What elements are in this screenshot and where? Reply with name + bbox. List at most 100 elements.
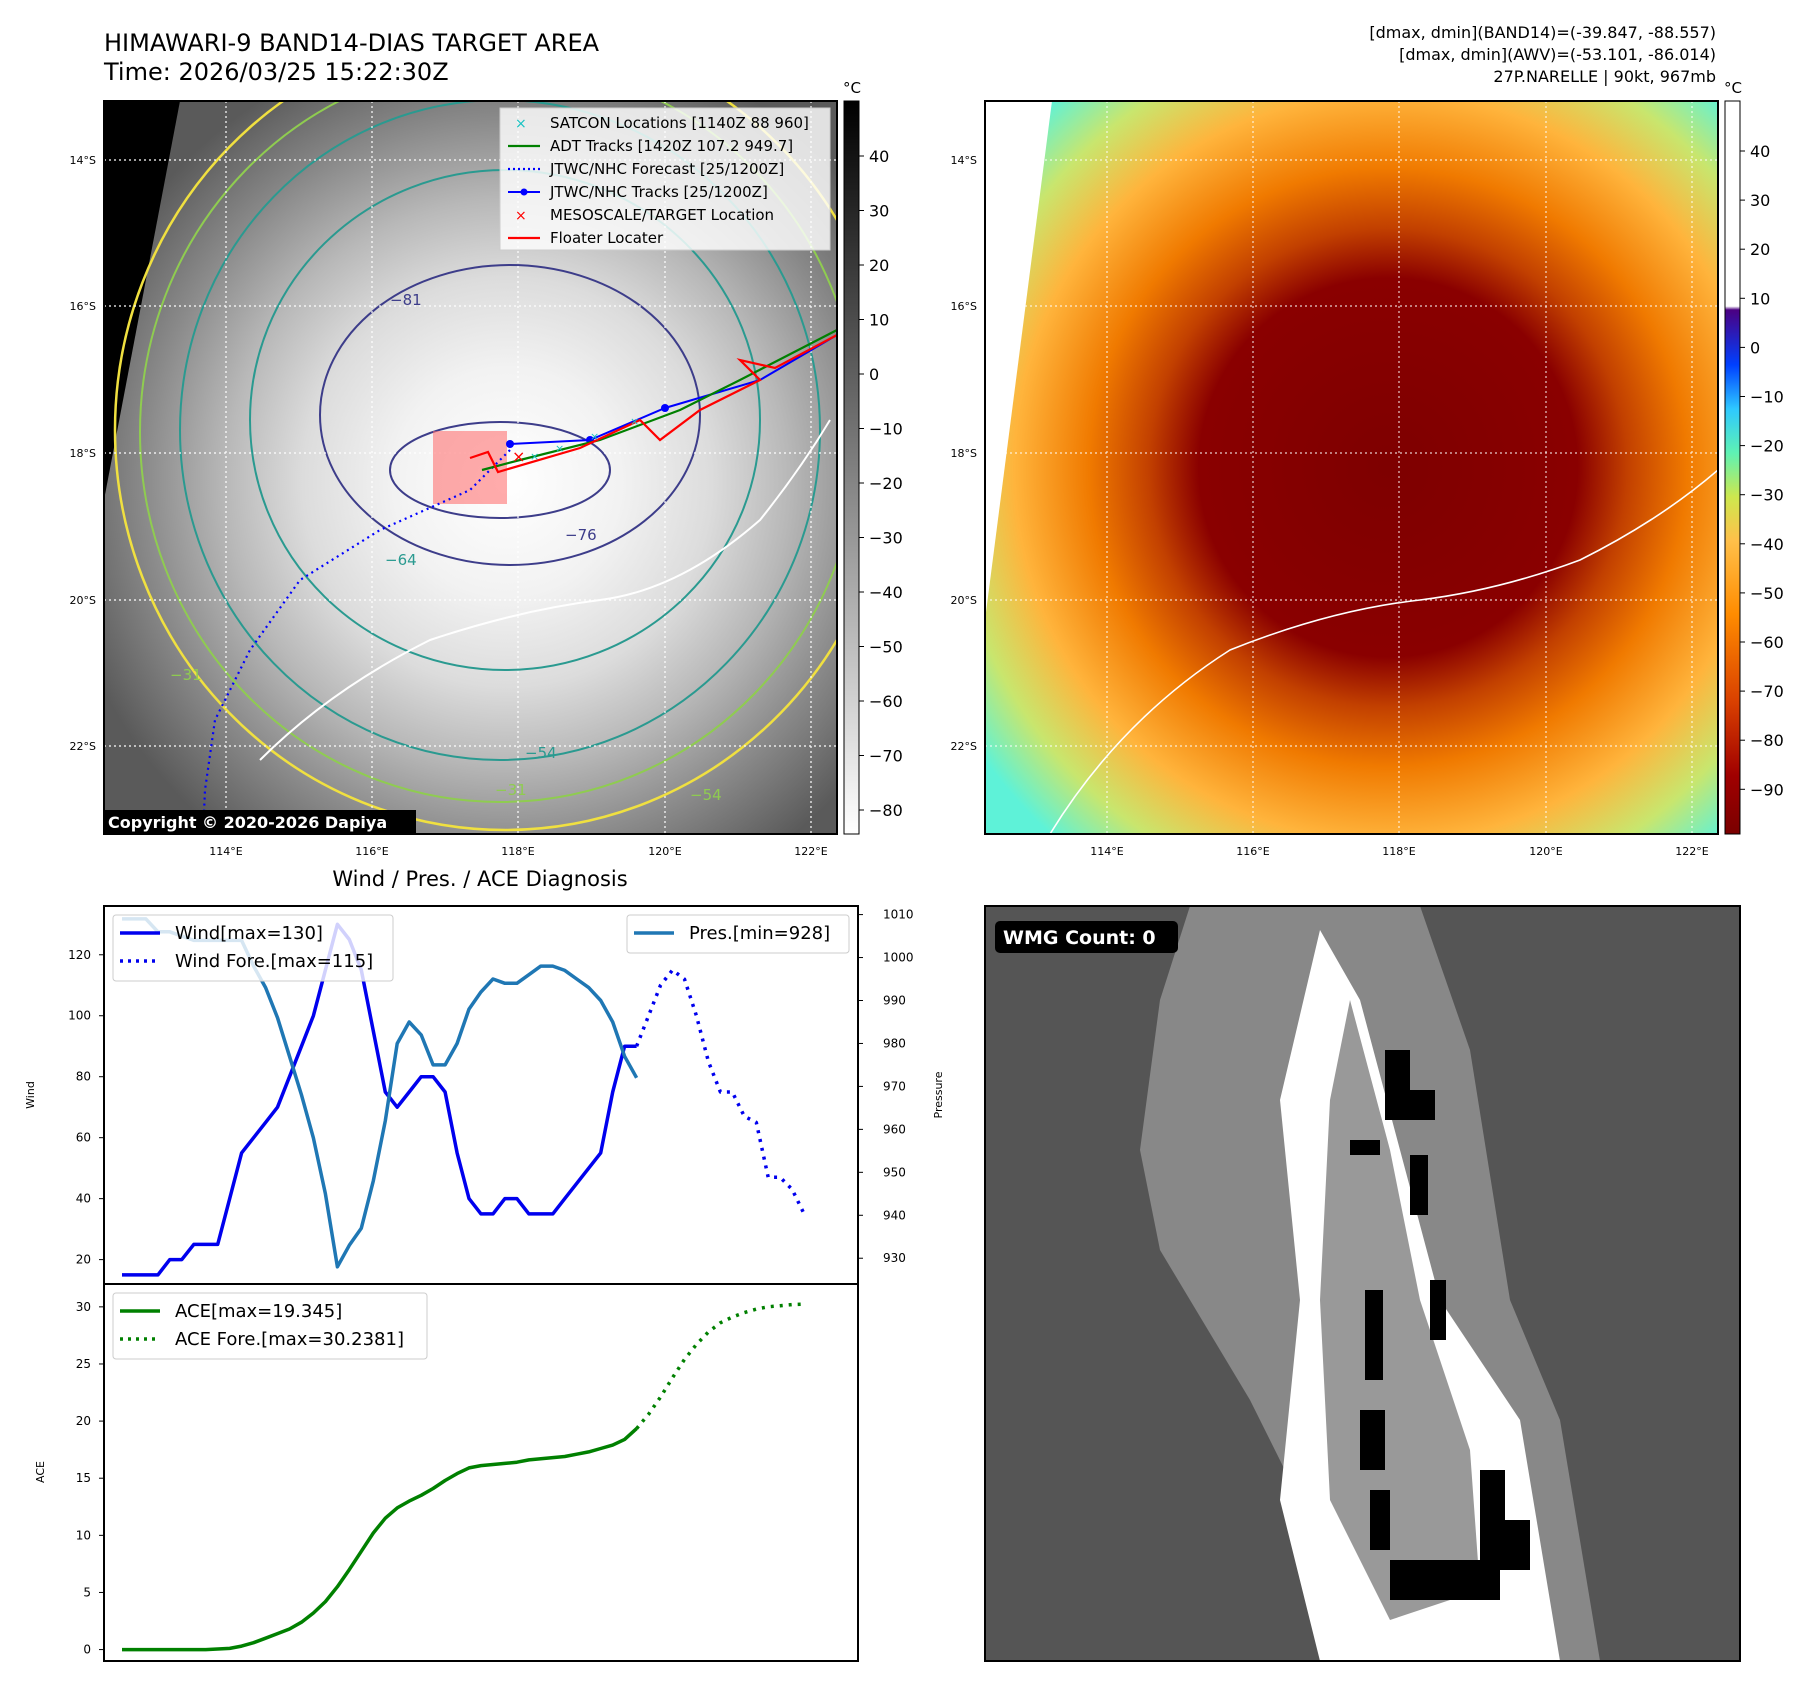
ace-legend-label: ACE[max=19.345] (175, 1301, 342, 1322)
legend-adt-label: ADT Tracks [1420Z 107.2 949.7] (550, 137, 793, 155)
figure-title-line1: HIMAWARI-9 BAND14-DIAS TARGET AREA (104, 29, 600, 57)
pressure-tick-label: 950 (883, 1165, 906, 1179)
wv-lon-label-118e: 118°E (1382, 845, 1415, 858)
svg-text:×: × (630, 415, 639, 428)
ace-tick-label: 15 (76, 1471, 91, 1485)
wind-legend: Wind[max=130] Wind Fore.[max=115] (112, 914, 394, 982)
pressure-legend: Pres.[min=928] (626, 914, 850, 954)
wv-colorbar-tick-label: −70 (1750, 682, 1784, 701)
ir-colorbar: °C 40 30 20 10 0 −10 −20 −30 −40 −50 −60 −70 −80 (843, 79, 903, 835)
svg-text:×: × (590, 430, 599, 443)
ir-lat-label-18s: 18°S (70, 447, 96, 460)
ir-colorbar-tick-label: −20 (869, 474, 903, 493)
copyright-text: Copyright © 2020-2026 Dapiya (108, 813, 387, 832)
ir-colorbar-tick-label: −40 (869, 583, 903, 602)
ir-colorbar-tick-label: 10 (869, 311, 889, 330)
chart-title: Wind / Pres. / ACE Diagnosis (332, 867, 627, 891)
figure-title-line2: Time: 2026/03/25 15:22:30Z (103, 58, 449, 86)
wv-colorbar-tick-label: 0 (1750, 338, 1760, 357)
wind-legend-label: Wind[max=130] (175, 923, 323, 944)
ir-colorbar-tick-label: 20 (869, 256, 889, 275)
wv-lon-label-120e: 120°E (1529, 845, 1562, 858)
wv-colorbar-tick-label: 40 (1750, 142, 1770, 161)
ace-tick-label: 25 (76, 1357, 91, 1371)
diagnosis-chart: Wind / Pres. / ACE Diagnosis Wind Pressu… (24, 867, 945, 1662)
ir-legend: × SATCON Locations [1140Z 88 960] ADT Tr… (499, 107, 831, 251)
wind-tick-label: 120 (68, 948, 91, 962)
wv-lon-label-114e: 114°E (1090, 845, 1123, 858)
ir-lat-label-20s: 20°S (70, 594, 96, 607)
jtwc-forecast-track (201, 449, 511, 834)
wv-map-panel: 14°S 16°S 18°S 20°S 22°S 114°E 116°E 118… (951, 79, 1784, 858)
wind-tick-label: 100 (68, 1009, 91, 1023)
legend-target-label: MESOSCALE/TARGET Location (550, 206, 774, 224)
ace-legend: ACE[max=19.345] ACE Fore.[max=30.2381] (112, 1292, 428, 1360)
svg-text:×: × (555, 442, 564, 455)
wv-lon-label-116e: 116°E (1236, 845, 1269, 858)
wind-forecast-line (634, 968, 806, 1215)
ace-forecast-legend-label: ACE Fore.[max=30.2381] (175, 1329, 404, 1350)
wind-tick-label: 20 (76, 1253, 91, 1267)
wind-forecast-legend-label: Wind Fore.[max=115] (175, 951, 373, 972)
pressure-tick-label: 1000 (883, 951, 914, 965)
wind-tick-label: 60 (76, 1131, 91, 1145)
ir-lat-label-22s: 22°S (70, 740, 96, 753)
pressure-tick-label: 930 (883, 1251, 906, 1265)
ir-colorbar-tick-label: 40 (869, 147, 889, 166)
ir-colorbar-tick-label: −70 (869, 747, 903, 766)
pressure-tick-label: 990 (883, 994, 906, 1008)
ir-colorbar-tick-label: −60 (869, 692, 903, 711)
ir-lon-label-122e: 122°E (794, 845, 827, 858)
stats-line2: [dmax, dmin](AWV)=(-53.101, -86.014) (1399, 45, 1716, 64)
wind-tick-label: 40 (76, 1192, 91, 1206)
wind-axis-label: Wind (24, 1081, 37, 1109)
legend-floater-label: Floater Locater (550, 229, 664, 247)
ir-colorbar-tick-label: −80 (869, 801, 903, 820)
wmg-panel: WMG Count: 0 (984, 905, 1741, 1662)
contour-label-2: −76 (565, 526, 597, 544)
ir-map-panel: × × × × × −81 −76 −64 −54 −31 −54 −31 (70, 79, 903, 858)
wv-colorbar-tick-label: −20 (1750, 437, 1784, 456)
pressure-tick-label: 960 (883, 1122, 906, 1136)
floater-locater-track (469, 334, 837, 474)
wmg-count-text: WMG Count: 0 (1003, 927, 1156, 949)
ir-colorbar-tick-label: 30 (869, 202, 889, 221)
stats-line1: [dmax, dmin](BAND14)=(-39.847, -88.557) (1369, 23, 1716, 42)
ir-lon-label-116e: 116°E (355, 845, 388, 858)
ir-colorbar-tick-label: −30 (869, 529, 903, 548)
adt-track (481, 329, 837, 472)
stats-line3: 27P.NARELLE | 90kt, 967mb (1493, 67, 1716, 86)
legend-jtwc-tracks-label: JTWC/NHC Tracks [25/1200Z] (549, 183, 768, 201)
ace-line (122, 1427, 638, 1652)
wind-tick-label: 80 (76, 1070, 91, 1084)
svg-text:×: × (530, 450, 539, 463)
wv-colorbar: °C 40 30 20 10 0 −10 −20 −30 −40 −50 −60 −70 −80 −90 (1724, 79, 1784, 835)
wv-lat-label-18s: 18°S (951, 447, 977, 460)
wmg-count-badge (995, 921, 1178, 953)
ace-axis-label: ACE (34, 1461, 47, 1483)
ace-tick-label: 5 (83, 1585, 91, 1599)
ir-colorbar-unit: °C (843, 79, 861, 97)
svg-text:×: × (512, 447, 525, 466)
pressure-tick-label: 1010 (883, 908, 914, 922)
wv-colorbar-tick-label: 10 (1750, 289, 1770, 308)
ir-lon-label-114e: 114°E (209, 845, 242, 858)
ir-colorbar-tick-label: 0 (869, 365, 879, 384)
pressure-legend-label: Pres.[min=928] (689, 923, 830, 944)
ir-colorbar-tick-label: −50 (869, 638, 903, 657)
wv-colorbar-tick-label: 30 (1750, 191, 1770, 210)
wv-lat-label-14s: 14°S (951, 154, 977, 167)
ir-lat-label-14s: 14°S (70, 154, 96, 167)
legend-forecast-label: JTWC/NHC Forecast [25/1200Z] (549, 160, 784, 178)
contour-label-5: −31 (495, 781, 527, 799)
legend-target-marker: × (515, 208, 527, 224)
legend-satcon-label: SATCON Locations [1140Z 88 960] (550, 114, 809, 132)
contour-label-7: −31 (170, 666, 202, 684)
wv-colorbar-unit: °C (1724, 79, 1742, 97)
contour-label-6: −54 (690, 786, 722, 804)
wv-colorbar-tick-label: −60 (1750, 633, 1784, 652)
wv-colorbar-tick-label: −50 (1750, 584, 1784, 603)
ace-tick-label: 20 (76, 1414, 91, 1428)
wv-colorbar-tick-label: −90 (1750, 780, 1784, 799)
ir-colorbar-tick-label: −10 (869, 420, 903, 439)
